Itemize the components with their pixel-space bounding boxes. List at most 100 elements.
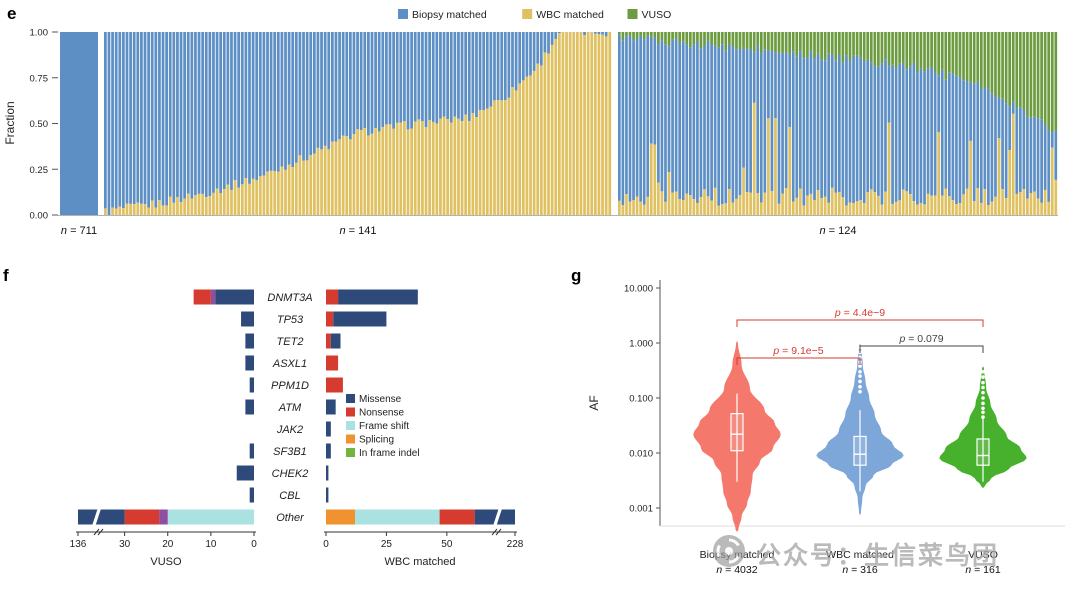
bar-segment bbox=[759, 53, 763, 203]
bar-segment bbox=[816, 53, 820, 191]
pvalue-label: p = 4.4e−9 bbox=[834, 307, 885, 319]
bar-segment bbox=[898, 63, 902, 201]
bar-segment bbox=[212, 32, 215, 193]
bar-segment bbox=[653, 37, 657, 145]
bracket-line bbox=[736, 319, 984, 327]
bar-segment bbox=[688, 32, 692, 48]
bar-segment bbox=[194, 195, 197, 215]
bar-segment bbox=[933, 195, 937, 215]
break-mark bbox=[97, 528, 104, 536]
bar-segment bbox=[475, 117, 478, 215]
bar-segment bbox=[866, 59, 870, 193]
bar-segment bbox=[104, 208, 107, 215]
bar-segment bbox=[186, 193, 190, 215]
bar-segment bbox=[1018, 32, 1022, 108]
bar-segment bbox=[930, 67, 933, 196]
bar-segment bbox=[345, 136, 349, 215]
bar-segment bbox=[204, 197, 208, 215]
outlier-dot bbox=[981, 415, 985, 419]
bar-segment bbox=[276, 32, 280, 172]
left-bar-segment bbox=[77, 509, 125, 525]
bar-segment bbox=[237, 32, 241, 188]
bar-segment bbox=[1026, 198, 1029, 215]
y-tick-label: 0.001 bbox=[629, 504, 653, 515]
gene-label: TET2 bbox=[277, 336, 304, 348]
bar-segment bbox=[302, 32, 305, 161]
bracket-line bbox=[859, 345, 984, 353]
bar-segment bbox=[834, 60, 838, 193]
bar-segment bbox=[994, 96, 997, 197]
bar-segment bbox=[439, 32, 442, 119]
bar-segment bbox=[489, 32, 493, 107]
bar-segment bbox=[894, 201, 898, 215]
bar-segment bbox=[855, 55, 859, 202]
bar-segment bbox=[706, 32, 710, 41]
legend-swatch bbox=[398, 9, 408, 19]
bar-segment bbox=[990, 201, 994, 215]
bar-segment bbox=[827, 32, 831, 54]
bar-segment bbox=[948, 32, 951, 73]
bar-segment bbox=[845, 205, 848, 215]
left-bar-segment bbox=[249, 377, 254, 393]
right-bar-segment bbox=[439, 509, 475, 525]
bar-segment bbox=[550, 44, 554, 215]
bar-segment bbox=[834, 32, 838, 61]
bar-segment bbox=[664, 201, 667, 215]
bar-segment bbox=[601, 34, 604, 215]
y-tick-label: 1.000 bbox=[629, 339, 653, 350]
left-bar-segment bbox=[249, 443, 254, 459]
bar-segment bbox=[841, 197, 845, 215]
bar-segment bbox=[392, 128, 395, 215]
bar-segment bbox=[150, 32, 154, 201]
bar-segment bbox=[367, 135, 370, 215]
bar-segment bbox=[539, 65, 543, 216]
bar-segment bbox=[608, 32, 612, 215]
bar-segment bbox=[681, 32, 685, 42]
bar-segment bbox=[1004, 32, 1008, 104]
bar-segment bbox=[830, 54, 834, 188]
y-tick-label: 0.100 bbox=[629, 394, 653, 405]
bar-segment bbox=[529, 75, 532, 215]
bar-segment bbox=[770, 50, 774, 192]
bar-segment bbox=[703, 32, 706, 46]
bar-segment bbox=[664, 44, 667, 202]
g-y-axis: 10.000 1.000 0.100 0.010 0.001 AF bbox=[587, 280, 1065, 527]
bar-segment bbox=[442, 32, 446, 117]
bar-segment bbox=[316, 147, 320, 215]
bar-segment bbox=[618, 32, 621, 35]
bar-segment bbox=[756, 193, 760, 215]
bar-segment bbox=[240, 32, 244, 185]
bar-segment bbox=[660, 191, 664, 215]
bar-segment bbox=[532, 32, 536, 71]
bar-segment bbox=[392, 32, 395, 129]
group-n-label: n = 161 bbox=[965, 564, 1000, 576]
bar-segment bbox=[997, 32, 1001, 98]
bar-segment bbox=[958, 202, 962, 215]
right-bar-segment bbox=[326, 399, 336, 415]
bar-segment bbox=[147, 207, 150, 215]
outlier-dot bbox=[858, 364, 862, 368]
bar-segment bbox=[767, 32, 770, 51]
bar-segment bbox=[183, 198, 187, 215]
bar-segment bbox=[435, 123, 439, 215]
bar-segment bbox=[873, 32, 877, 67]
legend-swatch bbox=[346, 448, 355, 457]
outlier-dot bbox=[858, 369, 862, 374]
bar-segment bbox=[955, 32, 958, 76]
bar-segment bbox=[489, 106, 493, 215]
bar-segment bbox=[439, 118, 442, 215]
bar-segment bbox=[172, 202, 176, 215]
bar-segment bbox=[713, 187, 717, 215]
bar-segment bbox=[568, 32, 572, 215]
right-bar-segment bbox=[326, 421, 331, 437]
bar-segment bbox=[848, 32, 852, 61]
gene-label: SF3B1 bbox=[273, 446, 307, 458]
bar-segment bbox=[887, 66, 891, 123]
bar-segment bbox=[688, 195, 692, 215]
group-label: VUSO bbox=[968, 549, 998, 561]
bar-segment bbox=[692, 199, 696, 215]
legend-swatch bbox=[627, 9, 638, 19]
gene-label: ATM bbox=[278, 402, 302, 414]
y-tick-label: 0.25 bbox=[30, 165, 49, 176]
bar-segment bbox=[625, 36, 628, 195]
